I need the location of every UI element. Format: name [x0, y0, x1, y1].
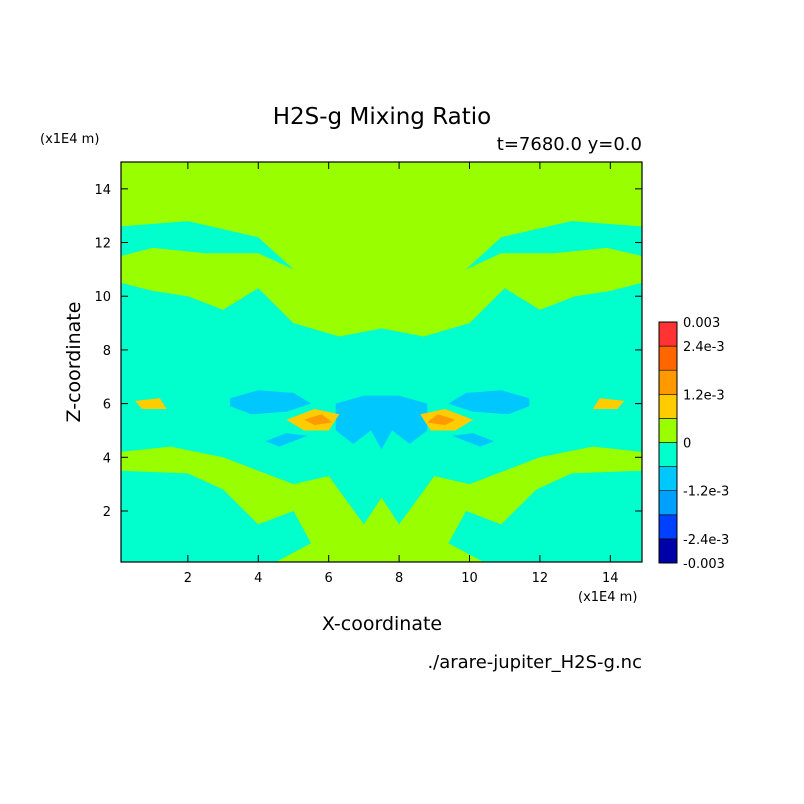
colorbar-segment: [658, 466, 678, 492]
region-right-lens: [448, 390, 530, 415]
colorbar-segment: [658, 345, 678, 371]
y-tick-label: 2: [103, 505, 111, 520]
source-filename: ./arare-jupiter_H2S-g.nc: [427, 652, 642, 673]
colorbar-tick-label: -1.2e-3: [683, 485, 729, 500]
chart-title: H2S-g Mixing Ratio: [273, 104, 492, 130]
x-tick-label: 14: [602, 571, 619, 586]
region-right-wedge-inner: [427, 414, 456, 426]
plot-area: [120, 161, 643, 563]
region-lower-left-band: [121, 470, 312, 562]
region-upper-right-streak: [466, 221, 642, 270]
colorbar-segment: [658, 418, 678, 443]
y-tick-label: 10: [94, 290, 111, 305]
y-tick-label: 4: [103, 451, 111, 466]
region-upper-left-streak: [121, 221, 294, 270]
colorbar-tick-label: -0.003: [683, 557, 725, 572]
colorbar-segment: [658, 393, 678, 419]
colorbar-tick-label: 2.4e-3: [683, 340, 725, 355]
region-right-lower-streak: [451, 433, 495, 447]
region-right-edge-spot: [592, 398, 625, 409]
x-tick-label: 6: [325, 571, 333, 586]
colorbar-segment: [658, 490, 678, 516]
y-axis: 2 4 6 8 10 12 14: [94, 183, 642, 520]
x-tick-label: 2: [184, 571, 192, 586]
x-tick-label: 10: [461, 571, 478, 586]
x-tick-label: 12: [532, 571, 549, 586]
region-center-dome: [335, 395, 428, 450]
y-tick-label: 12: [94, 237, 111, 252]
colorbar-tick-label: -2.4e-3: [683, 533, 729, 548]
x-axis-unit: (x1E4 m): [578, 590, 637, 605]
region-left-edge-spot: [135, 398, 167, 409]
colorbar-segment: [658, 321, 678, 347]
x-tick-label: 4: [254, 571, 262, 586]
chart-subtitle: t=7680.0 y=0.0: [497, 134, 642, 155]
colorbar-tick-label: 1.2e-3: [683, 388, 725, 403]
plot-frame: [120, 161, 643, 563]
y-axis-unit: (x1E4 m): [40, 132, 99, 147]
colorbar: 0.003 2.4e-3 1.2e-3 0 -1.2e-3 -2.4e-3 -0.003: [658, 316, 729, 572]
region-lower-right-band: [448, 470, 642, 562]
colorbar-segment: [658, 442, 678, 467]
x-axis-label: X-coordinate: [322, 613, 442, 635]
colorbar-tick-label: 0.003: [683, 316, 720, 331]
colorbar-tick-label: 0: [683, 437, 691, 452]
colorbar-frame: [658, 321, 678, 564]
colorbar-segment: [658, 538, 678, 564]
region-left-wedge-inner: [304, 414, 333, 426]
y-tick-label: 8: [103, 344, 111, 359]
y-tick-label: 6: [103, 398, 111, 413]
x-tick-label: 8: [395, 571, 403, 586]
y-axis-label: Z-coordinate: [63, 302, 85, 423]
region-left-lower-streak: [265, 433, 308, 447]
colorbar-segment: [658, 514, 678, 540]
region-left-lens: [230, 390, 312, 415]
colorbar-segment: [658, 369, 678, 395]
y-tick-label: 14: [94, 183, 111, 198]
x-axis: 2 4 6 8 10 12 14: [184, 162, 619, 586]
